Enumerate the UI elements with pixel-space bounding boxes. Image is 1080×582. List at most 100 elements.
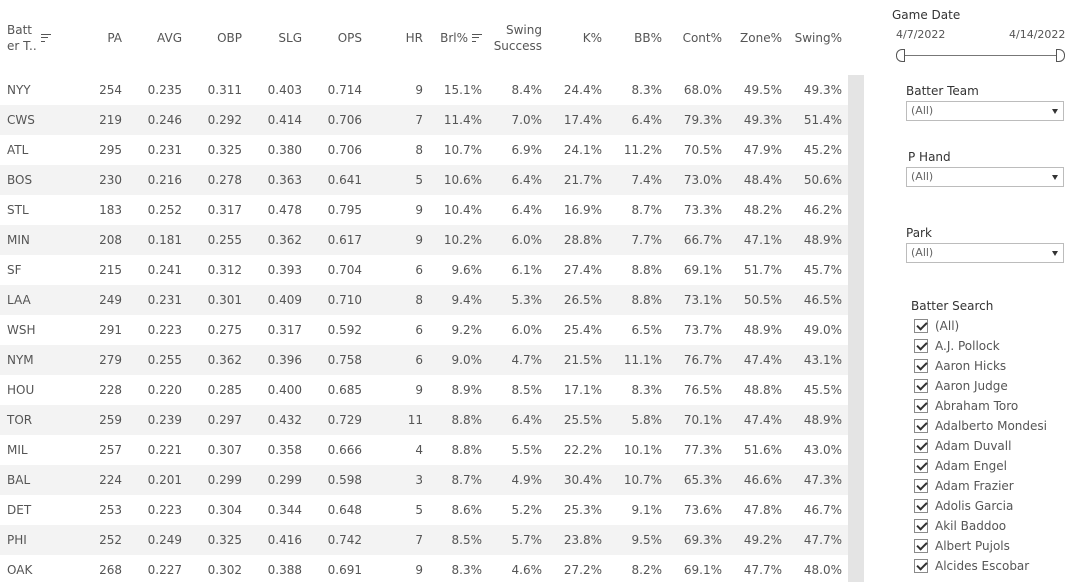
checkbox-checked-icon[interactable] [914,339,928,353]
header-label: Brl% [440,30,468,45]
checklist-item[interactable]: Aaron Hicks [914,356,1006,376]
cell-col-hr: 5 [415,503,423,517]
cell-col-zone-pct: 49.2% [743,533,782,547]
cell-col-swing-success: 6.4% [511,413,543,427]
table-row[interactable]: NYY 254 0.235 0.311 0.403 0.714 9 15.1% 8.4% 24.4… [0,75,848,105]
checklist-item[interactable]: Albert Pujols [914,536,1010,556]
checkbox-checked-icon[interactable] [914,519,928,533]
cell-col-cont-pct: 76.7% [683,353,722,367]
header-col-ops[interactable]: OPS [304,0,362,75]
table-row[interactable]: NYM 279 0.255 0.362 0.396 0.758 6 9.0% 4.7% 21.5%… [0,345,848,375]
cell-col-swing-success: 6.4% [511,173,543,187]
header-col-zone-pct[interactable]: Zone% [724,0,782,75]
header-col-swing-pct[interactable]: Swing% [784,0,842,75]
cell-col-k-pct: 30.4% [563,473,602,487]
batter-team-value: (All) [911,104,934,117]
cell-col-brl-pct: 10.4% [443,203,482,217]
checkbox-checked-icon[interactable] [914,459,928,473]
checkbox-checked-icon[interactable] [914,539,928,553]
header-col-bb-pct[interactable]: BB% [604,0,662,75]
cell-col-avg: 0.216 [147,173,182,187]
header-col-hr[interactable]: HR [365,0,423,75]
checklist-item[interactable]: Adam Duvall [914,436,1011,456]
date-slider-track[interactable] [900,55,1062,56]
cell-col-brl-pct: 9.0% [451,353,483,367]
table-row[interactable]: MIN 208 0.181 0.255 0.362 0.617 9 10.2% 6.0% 28.8… [0,225,848,255]
header-col-batter-team[interactable]: Batt er T.. [7,0,57,75]
checkbox-checked-icon[interactable] [914,439,928,453]
checkbox-checked-icon[interactable] [914,559,928,573]
sort-icon[interactable] [472,33,482,43]
p-hand-dropdown[interactable]: (All) [906,167,1064,187]
checklist-item[interactable]: Adolis Garcia [914,496,1013,516]
sort-icon[interactable] [40,33,51,43]
table-row[interactable]: BOS 230 0.216 0.278 0.363 0.641 5 10.6% 6.4% 21.7… [0,165,848,195]
table-row[interactable]: ATL 295 0.231 0.325 0.380 0.706 8 10.7% 6.9% 24.1… [0,135,848,165]
checkbox-checked-icon[interactable] [914,479,928,493]
table-row[interactable]: STL 183 0.252 0.317 0.478 0.795 9 10.4% 6.4% 16.9… [0,195,848,225]
checklist-item-label: Albert Pujols [935,539,1010,553]
cell-col-brl-pct: 11.4% [443,113,482,127]
cell-col-ops: 0.685 [327,383,362,397]
date-slider-start-handle[interactable] [896,49,905,62]
checkbox-checked-icon[interactable] [914,319,928,333]
cell-col-zone-pct: 48.4% [743,173,782,187]
cell-col-swing-success: 5.7% [511,533,543,547]
batter-team-dropdown[interactable]: (All) [906,101,1064,121]
header-col-cont-pct[interactable]: Cont% [664,0,722,75]
table-row[interactable]: WSH 291 0.223 0.275 0.317 0.592 6 9.2% 6.0% 25.4%… [0,315,848,345]
cell-col-avg: 0.223 [147,323,182,337]
cell-col-k-pct: 28.8% [563,233,602,247]
cell-col-zone-pct: 48.8% [743,383,782,397]
header-col-slg[interactable]: SLG [244,0,302,75]
cell-col-k-pct: 24.4% [563,83,602,97]
header-col-k-pct[interactable]: K% [544,0,602,75]
header-col-pa[interactable]: PA [64,0,122,75]
cell-col-swing-success: 5.3% [511,293,543,307]
header-col-brl-pct[interactable]: Brl% [424,0,482,75]
table-row[interactable]: BAL 224 0.201 0.299 0.299 0.598 3 8.7% 4.9% 30.4%… [0,465,848,495]
cell-col-ops: 0.598 [327,473,362,487]
table-row[interactable]: CWS 219 0.246 0.292 0.414 0.706 7 11.4% 7.0% 17.4… [0,105,848,135]
cell-col-slg: 0.432 [267,413,302,427]
table-row[interactable]: DET 253 0.223 0.304 0.344 0.648 5 8.6% 5.2% 25.3%… [0,495,848,525]
checkbox-checked-icon[interactable] [914,399,928,413]
checklist-item[interactable]: A.J. Pollock [914,336,1000,356]
checkbox-checked-icon[interactable] [914,419,928,433]
checkbox-checked-icon[interactable] [914,499,928,513]
checkbox-checked-icon[interactable] [914,379,928,393]
table-row[interactable]: SF 215 0.241 0.312 0.393 0.704 6 9.6% 6.1% 27.4% 8… [0,255,848,285]
cell-col-brl-pct: 9.4% [451,293,483,307]
checklist-item[interactable]: Abraham Toro [914,396,1018,416]
header-col-obp[interactable]: OBP [184,0,242,75]
header-label: OBP [217,30,242,45]
cell-col-brl-pct: 8.7% [451,473,483,487]
checklist-item[interactable]: Akil Baddoo [914,516,1006,536]
date-slider-end-handle[interactable] [1056,49,1065,62]
table-row[interactable]: MIL 257 0.221 0.307 0.358 0.666 4 8.8% 5.5% 22.2%… [0,435,848,465]
checklist-item[interactable]: (All) [914,316,959,336]
park-dropdown[interactable]: (All) [906,243,1064,263]
cell-col-batter-team: PHI [7,533,27,547]
cell-col-cont-pct: 76.5% [683,383,722,397]
checkbox-checked-icon[interactable] [914,359,928,373]
checklist-item[interactable]: Adam Engel [914,456,1007,476]
checklist-item[interactable]: Adam Frazier [914,476,1014,496]
checklist-item[interactable]: Adalberto Mondesi [914,416,1047,436]
cell-col-avg: 0.221 [147,443,182,457]
cell-col-bb-pct: 6.4% [631,113,663,127]
checklist-item[interactable]: Aaron Judge [914,376,1008,396]
cell-col-batter-team: BAL [7,473,31,487]
table-row[interactable]: LAA 249 0.231 0.301 0.409 0.710 8 9.4% 5.3% 26.5%… [0,285,848,315]
header-col-swing-success[interactable]: Swing Success [484,0,542,75]
header-col-avg[interactable]: AVG [124,0,182,75]
table-row[interactable]: OAK 268 0.227 0.302 0.388 0.691 9 8.3% 4.6% 27.2%… [0,555,848,582]
table-row[interactable]: TOR 259 0.239 0.297 0.432 0.729 11 8.8% 6.4% 25.5… [0,405,848,435]
data-table: Batt er T.. PA AVG OBP SLG OPS HR Brl% Swing Suc… [0,0,864,582]
table-scrollbar[interactable] [848,75,864,582]
table-row[interactable]: HOU 228 0.220 0.285 0.400 0.685 9 8.9% 8.5% 17.1%… [0,375,848,405]
cell-col-slg: 0.400 [267,383,302,397]
header-label: PA [107,30,122,45]
table-row[interactable]: PHI 252 0.249 0.325 0.416 0.742 7 8.5% 5.7% 23.8%… [0,525,848,555]
checklist-item[interactable]: Alcides Escobar [914,556,1029,576]
